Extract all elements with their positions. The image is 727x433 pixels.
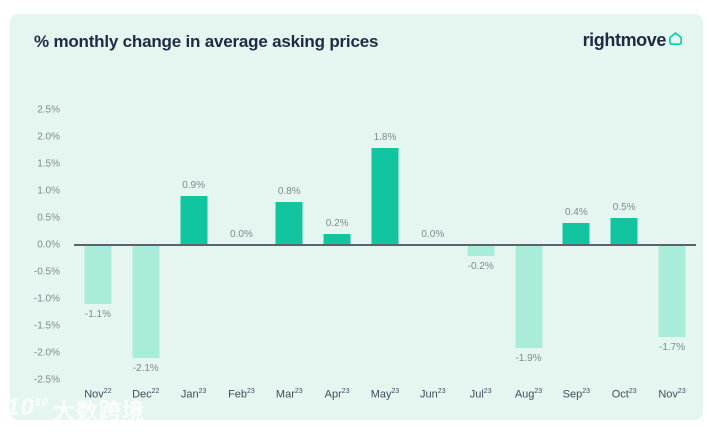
x-axis-label: Aug23	[514, 388, 543, 401]
bar-value-label: 0.9%	[182, 180, 206, 192]
y-tick-label: -2.5%	[33, 374, 60, 386]
x-axis-label: Jul23	[469, 388, 492, 401]
x-axis-label: Dec22	[132, 388, 160, 401]
bar-mar23	[275, 201, 303, 245]
bar-value-label: -1.7%	[658, 341, 686, 353]
y-tick-label: 2.5%	[37, 104, 60, 116]
bar-group: 0.2% Apr23	[313, 110, 361, 401]
bar-group: -1.9% Aug23	[505, 110, 553, 401]
bar-group: 0.0% Jun23	[409, 110, 457, 401]
bar-value-label: 1.8%	[373, 131, 397, 143]
x-axis-label: Feb23	[228, 388, 255, 401]
y-tick-label: 2.0%	[37, 131, 60, 143]
bar-group: -1.7% Nov23	[648, 110, 696, 401]
page-title: % monthly change in average asking price…	[34, 32, 379, 51]
rightmove-wordmark: rightmove	[582, 30, 667, 50]
x-axis-label: May23	[370, 388, 400, 401]
y-tick-label: -1.5%	[33, 320, 60, 332]
bar-apr23	[323, 234, 351, 245]
bar-value-label: 0.0%	[421, 229, 445, 240]
watermark-text: 大数跨境	[52, 399, 145, 424]
bar-group: 0.5% Oct23	[600, 110, 648, 401]
chart-card: % monthly change in average asking price…	[10, 14, 703, 420]
x-axis-label: Mar23	[275, 388, 303, 401]
y-tick-label: 1.0%	[37, 185, 60, 197]
watermark: 1050 大数跨境	[6, 394, 145, 426]
house-icon	[668, 30, 683, 51]
bar-value-label: -0.2%	[467, 260, 494, 272]
bar-group: -1.1% Nov22	[74, 110, 122, 401]
bar-group: 0.8% Mar23	[265, 110, 313, 401]
bar-aug23	[515, 245, 543, 348]
y-tick-label: 0.0%	[37, 239, 60, 251]
bar-jan23	[180, 196, 208, 245]
x-axis-label: Sep23	[562, 388, 591, 401]
rightmove-logo: rightmove	[583, 30, 683, 51]
bar-value-label: -2.1%	[132, 363, 159, 375]
y-tick-label: -1.0%	[33, 293, 60, 305]
bar-nov23	[658, 245, 686, 337]
x-axis-label: Jun23	[420, 388, 446, 401]
watermark-logo: 1050	[6, 394, 49, 421]
x-axis-label: Nov23	[658, 388, 686, 401]
bar-group: 0.9% Jan23	[170, 110, 218, 401]
y-tick-label: 1.5%	[37, 158, 60, 170]
bar-chart: -1.1% Nov22 -2.1% Dec22 0.9% Jan23 0.0% Feb23 0.…	[74, 110, 696, 401]
bar-group: 1.8% May23	[361, 110, 409, 401]
bar-dec22	[132, 245, 160, 359]
bar-may23	[371, 147, 399, 245]
bar-nov22	[84, 245, 112, 305]
y-axis: 2.5% 2.0% 1.5% 1.0% 0.5% 0.0% -0.5% -1.0% -1.5% -…	[10, 105, 60, 386]
y-tick-label: -2.0%	[33, 347, 60, 359]
bar-oct23	[610, 218, 638, 245]
bar-value-label: 0.4%	[564, 207, 588, 219]
x-axis-line	[74, 244, 696, 246]
y-tick-label: -0.5%	[33, 266, 60, 278]
x-axis-label: Jan23	[180, 388, 207, 401]
bar-value-label: 0.5%	[612, 202, 636, 213]
bar-value-label: 0.2%	[325, 218, 349, 230]
bar-value-label: -1.9%	[515, 352, 542, 364]
x-axis-label: Nov22	[84, 388, 112, 401]
x-axis-label: Oct23	[611, 388, 637, 401]
bar-value-label: -1.1%	[84, 309, 111, 321]
bar-group: -0.2% Jul23	[457, 110, 505, 401]
bar-group: -2.1% Dec22	[122, 110, 170, 401]
bar-value-label: 0.0%	[230, 229, 253, 240]
bar-value-label: 0.8%	[277, 185, 301, 197]
bar-jul23	[467, 245, 495, 256]
bar-group: 0.0% Feb23	[218, 110, 266, 401]
x-axis-label: Apr23	[324, 388, 350, 401]
bar-group: 0.4% Sep23	[552, 110, 600, 400]
y-tick-label: 0.5%	[37, 212, 60, 224]
bar-sep23	[562, 223, 590, 245]
